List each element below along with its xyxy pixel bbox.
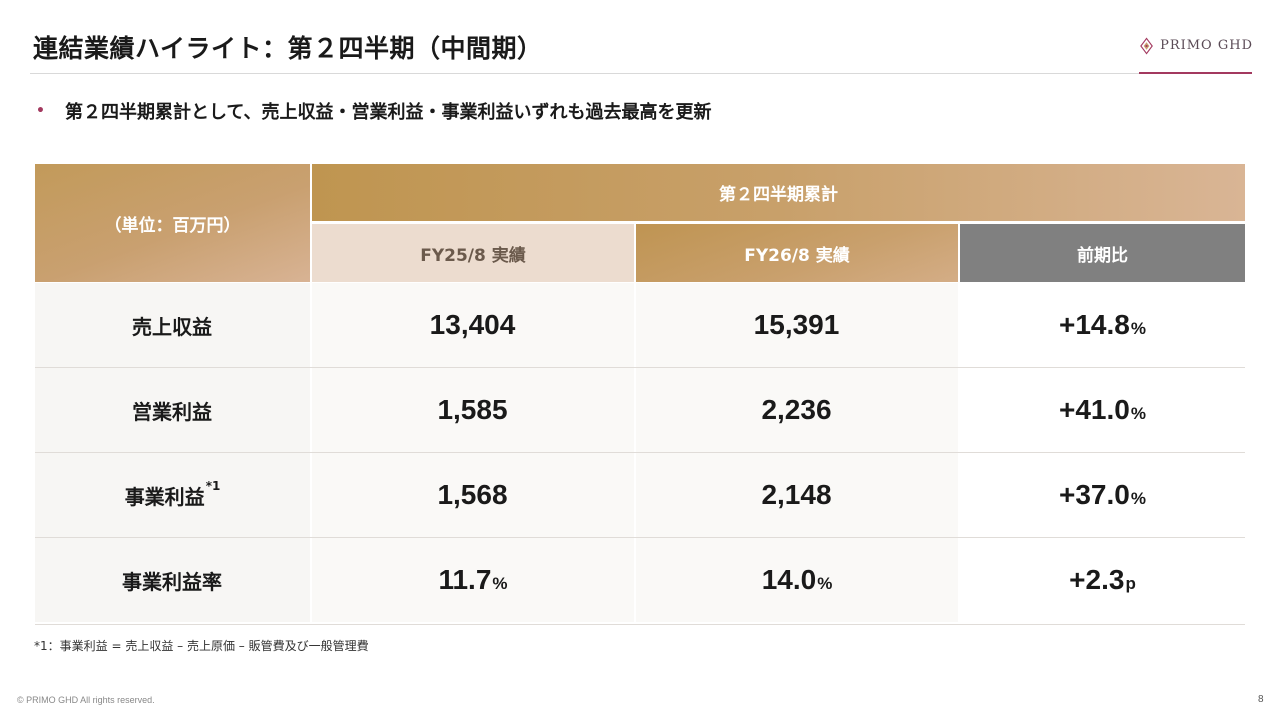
highlight-text: 第２四半期累計として、売上収益・営業利益・事業利益いずれも過去最高を更新 (64, 102, 712, 123)
period-header: 第２四半期累計 (312, 164, 1245, 221)
fy26-value: 2,148 (636, 453, 958, 537)
unit-header: （単位：百万円） (35, 164, 310, 282)
row-label: 営業利益 (35, 368, 310, 452)
bullet-dot-icon: • (36, 103, 45, 119)
table-row: 営業利益 1,585 2,236 +41.0% (35, 368, 1245, 452)
fy25-value: 11.7% (312, 538, 634, 622)
title-divider (30, 73, 1252, 74)
table-row: 売上収益 13,404 15,391 +14.8% (35, 283, 1245, 367)
footnote: *1：事業利益 = 売上収益 – 売上原価 – 販管費及び一般管理費 (34, 639, 369, 653)
yoy-value: +2.3 p (960, 538, 1245, 622)
diamond-emblem-icon (1140, 37, 1153, 55)
fy25-value: 1,585 (312, 368, 634, 452)
column-header-fy26: FY26/8 実績 (636, 224, 958, 282)
page-title: 連結業績ハイライト：第２四半期（中間期） (33, 34, 543, 63)
row-label: 売上収益 (35, 283, 310, 367)
yoy-value: +37.0% (960, 453, 1245, 537)
table-row: 事業利益率 11.7% 14.0% +2.3 p (35, 538, 1245, 622)
yoy-value: +41.0% (960, 368, 1245, 452)
highlight-bullet: • 第２四半期累計として、売上収益・営業利益・事業利益いずれも過去最高を更新 (36, 98, 712, 124)
column-header-fy25: FY25/8 実績 (312, 224, 634, 282)
table-row: 事業利益 *1 1,568 2,148 +37.0% (35, 453, 1245, 537)
row-divider (35, 624, 1245, 625)
logo-text: PRIMO GHD (1160, 38, 1253, 53)
row-divider (35, 367, 1245, 368)
fy26-value: 14.0% (636, 538, 958, 622)
logo-underline (1139, 72, 1252, 74)
copyright: © PRIMO GHD All rights reserved. (17, 695, 155, 705)
row-divider (35, 452, 1245, 453)
row-divider (35, 537, 1245, 538)
yoy-value: +14.8% (960, 283, 1245, 367)
fy26-value: 15,391 (636, 283, 958, 367)
fy25-value: 1,568 (312, 453, 634, 537)
page-number: 8 (1258, 694, 1264, 705)
company-logo: PRIMO GHD (1139, 34, 1253, 74)
row-label: 事業利益率 (35, 538, 310, 622)
column-header-yoy: 前期比 (960, 224, 1245, 282)
fy25-value: 13,404 (312, 283, 634, 367)
fy26-value: 2,236 (636, 368, 958, 452)
row-label: 事業利益 *1 (35, 453, 310, 537)
